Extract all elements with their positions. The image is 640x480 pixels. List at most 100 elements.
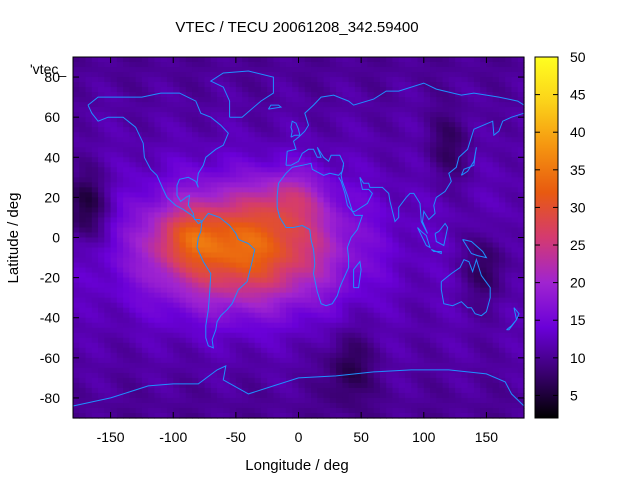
heatmap-cell	[185, 227, 193, 234]
heatmap-cell	[498, 172, 506, 178]
heatmap-cell	[298, 72, 306, 78]
heatmap-cell	[104, 377, 112, 384]
heatmap-cell	[229, 132, 237, 138]
heatmap-cell	[204, 382, 212, 389]
heatmap-cell	[198, 197, 206, 203]
heatmap-cell	[273, 187, 281, 193]
heatmap-cell	[73, 272, 80, 279]
heatmap-cell	[242, 237, 249, 244]
heatmap-cell	[173, 122, 181, 128]
heatmap-cell	[260, 357, 268, 364]
heatmap-cell	[511, 347, 519, 354]
heatmap-cell	[361, 337, 368, 344]
heatmap-cell	[311, 142, 318, 148]
heatmap-cell	[73, 312, 80, 319]
heatmap-cell	[367, 387, 375, 394]
heatmap-cell	[342, 172, 350, 178]
heatmap-cell	[110, 72, 118, 78]
heatmap-cell	[248, 162, 256, 168]
heatmap-cell	[367, 142, 375, 148]
heatmap-cell	[436, 352, 444, 359]
heatmap-cell	[248, 222, 256, 229]
heatmap-cell	[217, 187, 224, 193]
heatmap-cell	[329, 297, 337, 304]
heatmap-cell	[160, 347, 168, 354]
heatmap-cell	[148, 237, 156, 244]
heatmap-cell	[367, 347, 375, 354]
heatmap-cell	[141, 202, 149, 209]
heatmap-cell	[104, 212, 112, 219]
heatmap-cell	[423, 382, 431, 389]
heatmap-cell	[517, 302, 525, 309]
heatmap-cell	[342, 117, 350, 123]
heatmap-cell	[404, 207, 412, 214]
heatmap-cell	[417, 237, 425, 244]
heatmap-cell	[185, 77, 193, 83]
heatmap-cell	[279, 87, 287, 93]
heatmap-cell	[404, 67, 412, 73]
heatmap-cell	[298, 232, 306, 239]
heatmap-cell	[173, 217, 181, 224]
heatmap-cell	[267, 242, 275, 249]
heatmap-cell	[185, 297, 193, 304]
heatmap-cell	[467, 147, 475, 153]
heatmap-cell	[160, 247, 168, 254]
heatmap-cell	[392, 292, 400, 299]
heatmap-cell	[511, 132, 519, 138]
heatmap-cell	[254, 297, 262, 304]
heatmap-cell	[104, 262, 112, 269]
heatmap-cell	[361, 137, 368, 143]
heatmap-cell	[217, 142, 224, 148]
heatmap-cell	[398, 312, 406, 319]
heatmap-cell	[154, 72, 162, 78]
heatmap-cell	[223, 82, 231, 88]
heatmap-cell	[198, 352, 206, 359]
heatmap-cell	[217, 317, 224, 324]
heatmap-cell	[116, 277, 124, 284]
heatmap-cell	[448, 147, 456, 153]
heatmap-cell	[267, 277, 275, 284]
heatmap-cell	[311, 237, 318, 244]
heatmap-cell	[461, 267, 469, 274]
heatmap-cell	[85, 322, 93, 329]
heatmap-cell	[461, 127, 469, 133]
heatmap-cell	[179, 292, 187, 299]
heatmap-cell	[492, 152, 500, 158]
heatmap-cell	[367, 262, 375, 269]
heatmap-cell	[254, 62, 262, 68]
heatmap-cell	[292, 377, 300, 384]
heatmap-cell	[361, 282, 368, 289]
heatmap-cell	[242, 322, 249, 329]
heatmap-cell	[248, 82, 256, 88]
heatmap-cell	[141, 312, 149, 319]
heatmap-cell	[467, 77, 475, 83]
heatmap-cell	[379, 187, 387, 193]
heatmap-cell	[229, 342, 237, 349]
heatmap-cell	[173, 177, 181, 183]
heatmap-cell	[85, 92, 93, 98]
heatmap-cell	[110, 152, 118, 158]
heatmap-cell	[260, 147, 268, 153]
heatmap-cell	[517, 177, 525, 183]
heatmap-cell	[217, 112, 224, 118]
heatmap-cell	[254, 392, 262, 399]
heatmap-cell	[85, 62, 93, 68]
heatmap-cell	[73, 102, 80, 108]
heatmap-cell	[505, 302, 513, 309]
heatmap-cell	[204, 332, 212, 339]
heatmap-cell	[166, 322, 174, 329]
heatmap-cell	[204, 397, 212, 404]
heatmap-cell	[116, 322, 124, 329]
heatmap-cell	[492, 297, 500, 304]
heatmap-cell	[235, 227, 243, 234]
heatmap-cell	[317, 347, 325, 354]
heatmap-cell	[85, 127, 93, 133]
heatmap-cell	[154, 57, 162, 63]
heatmap-cell	[260, 337, 268, 344]
heatmap-cell	[260, 87, 268, 93]
heatmap-cell	[235, 107, 243, 113]
heatmap-cell	[285, 387, 293, 394]
heatmap-cell	[235, 287, 243, 294]
heatmap-cell	[492, 77, 500, 83]
heatmap-cell	[85, 312, 93, 319]
